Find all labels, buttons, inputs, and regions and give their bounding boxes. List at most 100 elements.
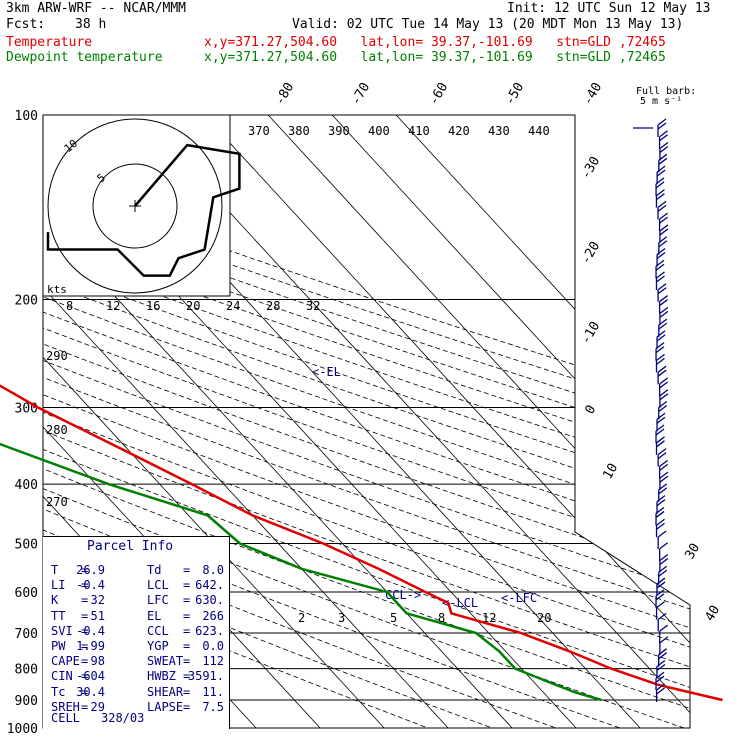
theta-label: 290 bbox=[46, 349, 68, 363]
theta-label: 410 bbox=[408, 124, 430, 138]
parcel-label: CAPE bbox=[51, 654, 80, 669]
wind-barb bbox=[658, 130, 668, 149]
parcel-label: SHEAR bbox=[147, 684, 184, 699]
parcel-label: Tc bbox=[51, 684, 66, 699]
parcel-label: SVI bbox=[51, 623, 73, 638]
wind-barb bbox=[656, 165, 666, 185]
wind-barb bbox=[659, 224, 669, 243]
parcel-value: 630. bbox=[195, 593, 224, 608]
forecast-label: Fcst: bbox=[6, 17, 46, 32]
wind-barb bbox=[655, 189, 665, 208]
parcel-equals-sign: = bbox=[183, 699, 191, 714]
wind-barb bbox=[659, 389, 669, 408]
parcel-label: LCL bbox=[147, 578, 169, 593]
parcel-equals-sign: = bbox=[81, 563, 89, 577]
wind-barb bbox=[659, 142, 669, 161]
wind-barb bbox=[655, 259, 665, 279]
wind-barb bbox=[655, 342, 665, 361]
wind-barb bbox=[655, 506, 665, 526]
parcel-value: 1.99 bbox=[76, 639, 105, 653]
parcel-info-panel: Parcel Info T 26.9 Td 8.0 = = LI -0.4 LCL 642. = = K… bbox=[43, 536, 230, 729]
theta-label: 380 bbox=[288, 124, 310, 138]
wind-barb bbox=[656, 247, 666, 267]
theta-label: 280 bbox=[46, 423, 68, 437]
wind-barb bbox=[659, 636, 669, 655]
parcel-info-cell-label: CELL bbox=[51, 711, 80, 725]
legend-temperature-name: Temperature bbox=[6, 35, 93, 50]
pressure-label: 1000 bbox=[7, 722, 38, 737]
parcel-label: Td bbox=[147, 563, 162, 577]
theta-label: 390 bbox=[328, 124, 350, 138]
mixing-ratio-label: 8 bbox=[438, 611, 445, 625]
isotherm-label: 10 bbox=[600, 461, 621, 482]
theta-label: 420 bbox=[448, 124, 470, 138]
mixing-ratio-label: 3 bbox=[338, 611, 345, 625]
parcel-info-cell-value: 328/03 bbox=[101, 711, 145, 725]
wind-barb bbox=[656, 412, 666, 432]
parcel-value: -0.4 bbox=[76, 578, 105, 593]
isotherm-line bbox=[331, 115, 690, 728]
wind-barb bbox=[655, 424, 665, 444]
wind-barb bbox=[655, 436, 665, 455]
mixing-ratio-label: 28 bbox=[266, 299, 280, 313]
isotherm-label: -10 bbox=[578, 319, 603, 347]
parcel-equals-sign: = bbox=[183, 593, 191, 608]
isotherm-label: 40 bbox=[702, 603, 723, 624]
parcel-value: 3591. bbox=[187, 669, 224, 684]
parcel-value: 98 bbox=[90, 654, 105, 669]
pressure-label: 300 bbox=[15, 401, 38, 416]
pressure-label: 800 bbox=[15, 663, 38, 678]
wind-barb bbox=[657, 612, 667, 632]
mixing-ratio-label: 12 bbox=[106, 299, 120, 313]
dry-adiabat-line bbox=[43, 115, 690, 728]
wind-barb bbox=[659, 624, 669, 644]
parcel-value: 32 bbox=[90, 593, 105, 608]
parcel-label: K bbox=[51, 593, 59, 608]
wind-barb bbox=[655, 353, 665, 373]
model-title: 3km ARW-WRF -- NCAR/MMM bbox=[6, 1, 187, 16]
parcel-value: 8.0 bbox=[202, 563, 224, 577]
isotherm-label: -20 bbox=[578, 239, 603, 267]
wind-barb bbox=[658, 295, 668, 314]
parcel-equals-sign: = bbox=[81, 654, 89, 669]
isotherm-label: -80 bbox=[272, 80, 297, 108]
wind-barb bbox=[655, 589, 665, 608]
dry-adiabat-line bbox=[43, 115, 690, 728]
isotherm-line bbox=[43, 115, 385, 728]
parcel-value: 623. bbox=[195, 623, 224, 638]
wind-barb bbox=[656, 659, 666, 679]
wind-barb bbox=[656, 495, 666, 514]
parcel-label: T bbox=[51, 563, 59, 577]
parcel-label: LI bbox=[51, 578, 66, 593]
dry-adiabat-line bbox=[43, 115, 690, 728]
theta-top-labels: 370 380 390 400 410 420 430 440 8 12 16 20 24 28 32 bbox=[66, 124, 550, 313]
wind-barbs bbox=[633, 118, 669, 702]
parcel-equals-sign: = bbox=[81, 639, 89, 653]
dry-adiabat-line bbox=[43, 115, 690, 728]
pressure-label: 400 bbox=[15, 478, 38, 493]
mixing-ratio-label: 20 bbox=[186, 299, 200, 313]
mixing-ratio-label: 24 bbox=[226, 299, 240, 313]
theta-left-labels: 290 280 270 bbox=[46, 349, 68, 509]
wind-barb bbox=[655, 177, 665, 196]
wind-barb bbox=[659, 554, 669, 573]
parcel-value: -604 bbox=[76, 669, 105, 684]
parcel-value: 0.0 bbox=[202, 639, 224, 653]
parcel-value: -0.4 bbox=[76, 623, 105, 638]
theta-label: 270 bbox=[46, 495, 68, 509]
theta-label: 370 bbox=[248, 124, 270, 138]
parcel-value: 51 bbox=[90, 608, 105, 623]
dry-adiabat-line bbox=[43, 115, 690, 728]
isotherm-label: -60 bbox=[426, 80, 451, 108]
wind-barb bbox=[655, 518, 665, 538]
barb-key-line1: Full barb: bbox=[636, 86, 696, 97]
mixing-ratio-label: 8 bbox=[66, 299, 73, 313]
wind-barb bbox=[658, 212, 668, 232]
wind-barb bbox=[655, 683, 665, 702]
parcel-equals-sign: = bbox=[81, 699, 89, 714]
dry-adiabat-line bbox=[43, 115, 658, 728]
legend-temperature-location: x,y=371.27,504.60 lat,lon= 39.37,-101.69… bbox=[204, 35, 666, 50]
hodograph-ring-outer bbox=[47, 118, 223, 294]
parcel-value: 26.9 bbox=[76, 563, 105, 577]
temperature-profile bbox=[0, 384, 723, 702]
